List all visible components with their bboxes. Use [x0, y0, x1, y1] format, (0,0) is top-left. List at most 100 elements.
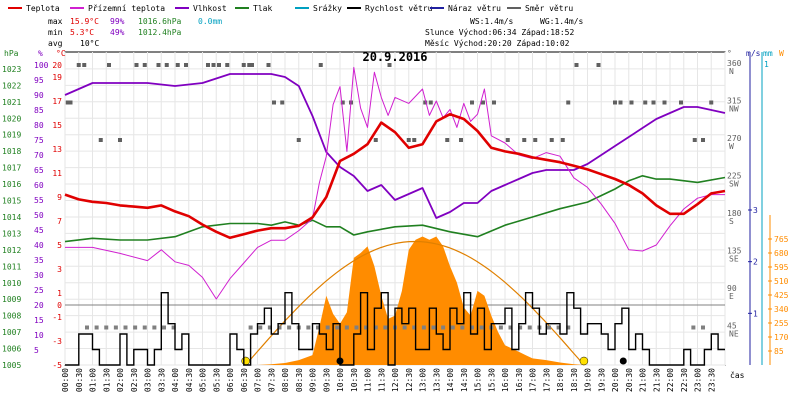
- humidity-line: [64, 73, 726, 219]
- humidity-tick: 20: [34, 301, 44, 310]
- temperature-tick: 19: [52, 73, 62, 82]
- humidity-tick: 100: [34, 61, 49, 70]
- wind-direction-point: [549, 138, 554, 142]
- wind-direction-point: [133, 325, 138, 330]
- x-tick-label: 19:00: [584, 368, 593, 392]
- direction-tick: 180: [727, 209, 742, 218]
- humidity-tick: 55: [34, 196, 44, 205]
- wind-direction-point: [470, 325, 474, 330]
- ground-temperature-layer: [65, 66, 725, 300]
- humidity-tick: 70: [34, 151, 44, 160]
- wind-direction-point: [142, 63, 147, 67]
- wind-direction-point: [596, 63, 601, 67]
- wind-direction-point: [162, 325, 166, 330]
- solar-tick: 255: [774, 319, 789, 328]
- wind-direction-point: [508, 325, 513, 330]
- solar-tick: 765: [774, 235, 789, 244]
- stat-min-label: min: [48, 28, 63, 37]
- temperature-tick: -5: [52, 361, 62, 370]
- wind-direction-point: [123, 325, 128, 330]
- wind-direction-point: [184, 63, 188, 67]
- pressure-layer: [64, 175, 726, 243]
- wind-direction-point: [175, 63, 180, 67]
- solar-tick: 170: [774, 333, 789, 342]
- humidity-tick: 45: [34, 226, 44, 235]
- wind-direction-point: [701, 138, 705, 142]
- x-tick-label: 10:00: [336, 368, 345, 392]
- legend-label-0: Teplota: [26, 4, 60, 13]
- moonrise-icon: [619, 357, 627, 365]
- info-moon: Měsíc Východ:20:20 Západ:10:02: [425, 39, 570, 48]
- wind-tick: 3: [753, 206, 758, 215]
- wind-direction-point: [643, 100, 648, 105]
- wind-direction-point: [277, 325, 282, 330]
- wind-direction-point: [85, 325, 89, 330]
- humidity-tick: 80: [34, 121, 44, 130]
- wind-tick: 1: [753, 309, 758, 318]
- solar-axis-unit: W: [779, 49, 784, 58]
- wind-direction-point: [441, 325, 446, 330]
- direction-tick: 135: [727, 247, 742, 256]
- wind-direction-point: [387, 63, 392, 67]
- x-tick-label: 14:30: [460, 368, 469, 392]
- wind-direction-point: [364, 325, 369, 330]
- info-ws: WS:1.4m/s: [470, 17, 514, 26]
- x-tick-label: 22:00: [666, 368, 675, 392]
- direction-tick: 270: [727, 134, 742, 143]
- x-tick-label: 09:00: [309, 368, 318, 392]
- x-tick-label: 07:30: [267, 368, 276, 392]
- x-tick-label: 13:30: [432, 368, 441, 392]
- pressure-tick: 1009: [2, 295, 21, 304]
- wind-direction-point: [412, 138, 417, 142]
- x-tick-label: 01:00: [89, 368, 98, 392]
- wind-direction-point: [272, 100, 276, 105]
- temperature-tick: 13: [52, 145, 62, 154]
- wind-direction-point: [316, 325, 320, 330]
- temperature-tick: 3: [57, 265, 62, 274]
- wind-direction-point: [318, 63, 323, 67]
- x-tick-label: 10:30: [350, 368, 359, 392]
- wind-direction-point: [107, 63, 111, 67]
- x-tick-label: 12:30: [405, 368, 414, 392]
- wind-direction-point: [325, 325, 330, 330]
- x-tick-label: 11:30: [377, 368, 386, 392]
- humidity-tick: 35: [34, 256, 44, 265]
- wind-direction-point: [527, 325, 532, 330]
- pressure-tick: 1011: [2, 262, 21, 271]
- direction-label: N: [729, 67, 734, 76]
- legend-label-3: Tlak: [253, 4, 272, 13]
- direction-label: W: [729, 142, 734, 151]
- wind-direction-point: [613, 100, 617, 105]
- wind-direction-point: [560, 138, 565, 142]
- stat-avg-label: avg: [48, 39, 63, 48]
- wind-direction-point: [566, 100, 571, 105]
- wind-direction-point: [373, 138, 378, 142]
- grid: [64, 52, 726, 366]
- wind-direction-point: [344, 325, 349, 330]
- x-tick-label: 18:00: [556, 368, 565, 392]
- wind-direction-point: [445, 138, 450, 142]
- pressure-tick: 1019: [2, 131, 21, 140]
- x-tick-label: 13:00: [419, 368, 428, 392]
- x-tick-label: 15:00: [474, 368, 483, 392]
- wind-direction-point: [152, 325, 157, 330]
- x-tick-label: 21:00: [639, 368, 648, 392]
- wind-direction-point: [335, 325, 340, 330]
- wind-direction-point: [94, 325, 99, 330]
- wind-direction-point: [383, 325, 388, 330]
- x-tick-labels: 00:00 00:30 01:00 01:30 02:00 02:30 03:00 03:30…: [61, 368, 716, 392]
- humidity-tick: 10: [34, 331, 44, 340]
- temperature-tick: 20: [52, 61, 62, 70]
- wind-axis-unit: m/s: [746, 49, 761, 58]
- legend-label-2: Vlhkost: [193, 4, 227, 13]
- wind-direction-point: [250, 63, 254, 67]
- chart-title: 20.9.2016: [362, 50, 427, 64]
- solar-tick: 85: [774, 347, 784, 356]
- wind-direction-point: [171, 325, 176, 330]
- x-tick-label: 21:30: [652, 368, 661, 392]
- wind-direction-point: [406, 138, 411, 142]
- humidity-tick: 90: [34, 91, 44, 100]
- x-tick-label: 06:30: [240, 368, 249, 392]
- wind-direction-point: [373, 325, 378, 330]
- wind-direction-point: [258, 325, 263, 330]
